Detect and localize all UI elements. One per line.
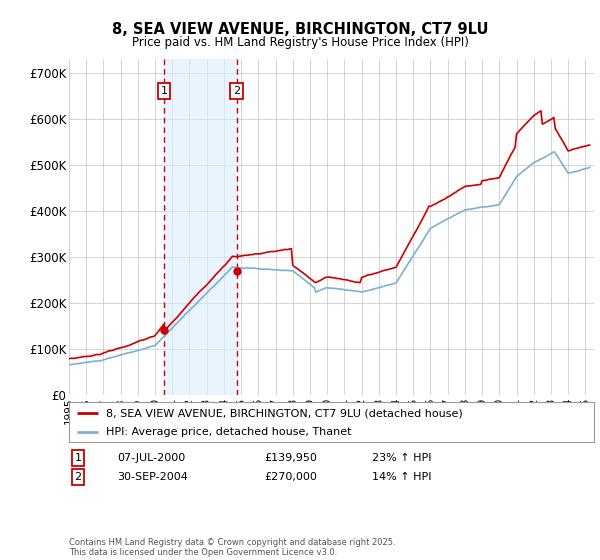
- Text: 23% ↑ HPI: 23% ↑ HPI: [372, 453, 431, 463]
- Text: HPI: Average price, detached house, Thanet: HPI: Average price, detached house, Than…: [106, 427, 351, 437]
- Text: 07-JUL-2000: 07-JUL-2000: [117, 453, 185, 463]
- Text: 8, SEA VIEW AVENUE, BIRCHINGTON, CT7 9LU (detached house): 8, SEA VIEW AVENUE, BIRCHINGTON, CT7 9LU…: [106, 408, 463, 418]
- Text: 30-SEP-2004: 30-SEP-2004: [117, 472, 188, 482]
- Text: 1: 1: [74, 453, 82, 463]
- Text: 1: 1: [161, 86, 167, 96]
- Text: 2: 2: [74, 472, 82, 482]
- Text: £270,000: £270,000: [264, 472, 317, 482]
- Text: Price paid vs. HM Land Registry's House Price Index (HPI): Price paid vs. HM Land Registry's House …: [131, 36, 469, 49]
- Text: 8, SEA VIEW AVENUE, BIRCHINGTON, CT7 9LU: 8, SEA VIEW AVENUE, BIRCHINGTON, CT7 9LU: [112, 22, 488, 38]
- Text: Contains HM Land Registry data © Crown copyright and database right 2025.
This d: Contains HM Land Registry data © Crown c…: [69, 538, 395, 557]
- Text: 2: 2: [233, 86, 241, 96]
- Text: £139,950: £139,950: [264, 453, 317, 463]
- Bar: [164, 59, 237, 395]
- Text: 14% ↑ HPI: 14% ↑ HPI: [372, 472, 431, 482]
